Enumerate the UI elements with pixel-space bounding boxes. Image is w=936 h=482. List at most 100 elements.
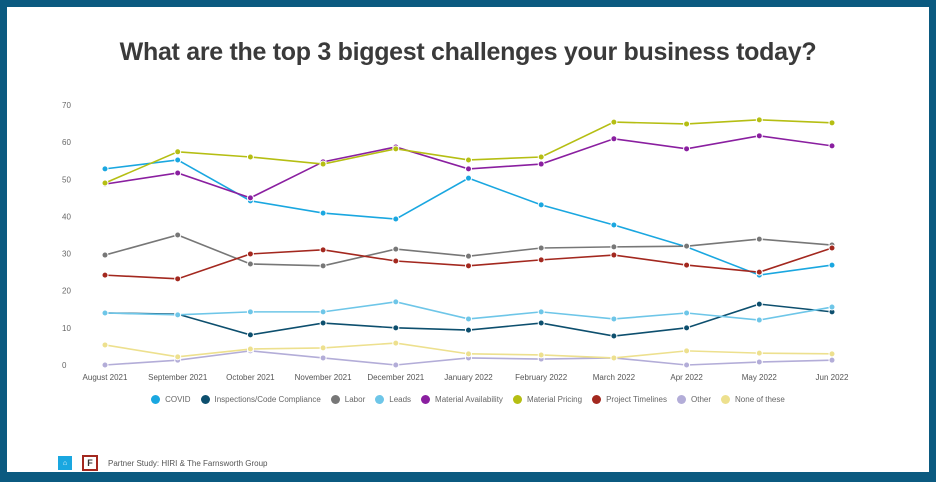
legend-label: None of these [735,395,785,404]
data-point-leads [610,315,618,323]
data-point-labor [465,252,472,260]
farnsworth-logo: F [82,455,98,471]
data-point-none-of-these [755,349,763,357]
y-tick-label: 50 [62,175,71,184]
data-point-material-availability [174,169,182,177]
data-point-covid [319,209,327,217]
data-point-none-of-these [392,339,400,347]
legend-item[interactable]: Inspections/Code Compliance [200,395,321,404]
data-point-labor [755,235,763,243]
legend-swatch [721,395,731,404]
hiri-logo: ⌂ [58,456,72,470]
data-point-other [392,361,400,369]
footer-text: Partner Study: HIRI & The Farnsworth Gro… [108,458,268,468]
data-point-material-pricing [465,156,472,164]
data-point-covid [610,221,618,229]
data-point-labor [319,262,327,270]
data-point-material-pricing [537,153,545,161]
x-tick-label: January 2022 [444,373,493,382]
x-tick-label: Apr 2022 [670,373,703,382]
legend-item[interactable]: Material Availability [421,395,503,404]
legend-item[interactable]: Leads [375,395,411,404]
data-point-none-of-these [174,353,182,361]
y-tick-label: 0 [62,361,67,370]
data-point-leads [755,316,763,324]
data-point-labor [610,243,618,251]
data-point-none-of-these [610,354,618,362]
data-point-inspections-code-compliance [465,326,472,334]
y-tick-label: 70 [62,101,71,110]
legend-swatch [330,395,340,404]
data-point-leads [174,311,182,319]
x-tick-label: March 2022 [593,373,636,382]
x-tick-label: November 2021 [295,373,352,382]
legend-item[interactable]: Project Timelines [592,395,667,404]
data-point-covid [101,165,109,173]
data-point-none-of-these [683,347,691,355]
legend-label: Other [691,395,712,404]
data-point-labor [683,242,691,250]
legend-item[interactable]: COVID [151,395,191,404]
data-point-covid [465,174,472,182]
data-point-other [101,361,109,369]
data-point-inspections-code-compliance [683,324,691,332]
legend-label: Leads [389,395,412,404]
data-point-none-of-these [246,345,254,353]
data-point-inspections-code-compliance [319,319,327,327]
legend-label: Labor [344,395,366,404]
data-point-leads [465,315,472,323]
data-point-material-availability [537,160,545,168]
y-tick-label: 40 [62,212,71,221]
footer: ⌂ F Partner Study: HIRI & The Farnsworth… [58,455,267,471]
legend-label: COVID [165,395,191,404]
data-point-leads [683,309,691,317]
data-point-material-availability [610,135,618,143]
data-point-other [319,354,327,362]
y-tick-label: 30 [62,250,71,259]
data-point-none-of-these [319,344,327,352]
data-point-material-pricing [319,160,327,168]
data-point-material-pricing [101,179,109,187]
legend-swatch [677,395,686,404]
data-point-inspections-code-compliance [610,332,618,340]
legend-item[interactable]: Other [677,395,711,404]
data-point-inspections-code-compliance [392,324,400,332]
data-point-project-timelines [101,271,109,279]
data-point-labor [101,251,109,259]
x-tick-label: February 2022 [515,373,568,382]
legend-label: Inspections/Code Compliance [214,395,321,404]
data-point-labor [392,245,400,253]
data-point-material-pricing [610,118,618,126]
data-point-project-timelines [828,244,836,252]
data-point-none-of-these [465,350,472,358]
y-tick-label: 60 [62,138,71,147]
data-point-leads [246,308,254,316]
x-tick-label: October 2021 [226,373,275,382]
data-point-material-availability [246,194,254,202]
data-point-project-timelines [610,251,618,259]
data-point-leads [319,308,327,316]
data-point-covid [828,261,836,269]
data-point-project-timelines [755,268,763,276]
x-tick-label: September 2021 [148,373,208,382]
data-point-inspections-code-compliance [755,300,763,308]
data-point-other [755,358,763,366]
data-point-other [828,356,836,364]
legend-label: Material Pricing [526,395,583,404]
data-point-material-availability [828,142,836,150]
legend-label: Project Timelines [606,395,667,404]
legend-item[interactable]: None of these [721,395,785,404]
data-point-inspections-code-compliance [246,331,254,339]
series-line-material-pricing [104,119,833,184]
legend-item[interactable]: Labor [330,395,366,404]
data-point-material-availability [755,132,763,140]
data-point-leads [101,309,109,317]
data-point-leads [537,308,545,316]
data-point-material-pricing [174,148,182,156]
x-tick-label: December 2021 [367,373,424,382]
data-point-project-timelines [683,261,691,269]
data-point-material-availability [465,165,472,173]
legend-item[interactable]: Material Pricing [512,395,583,404]
legend-swatch [592,395,602,404]
data-point-none-of-these [828,350,836,358]
